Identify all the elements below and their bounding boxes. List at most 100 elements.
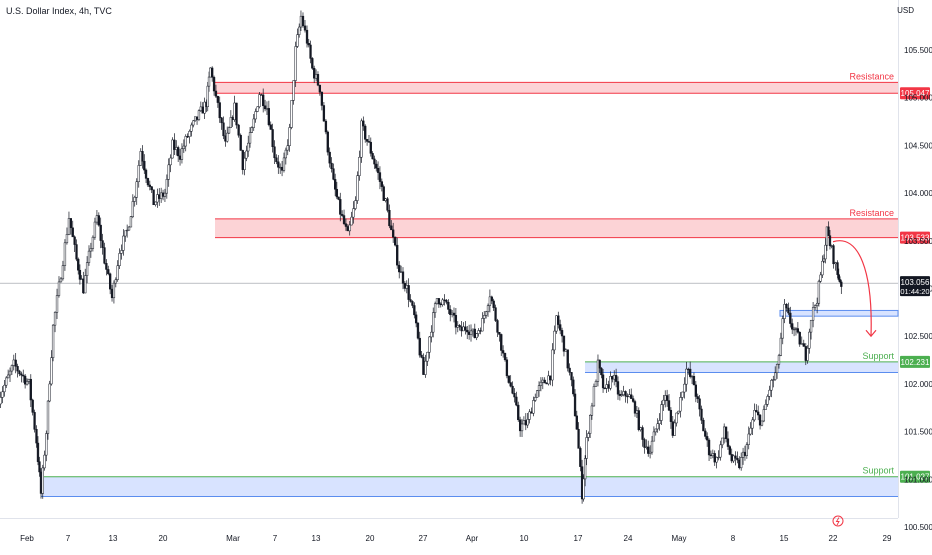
candle-body	[694, 384, 697, 397]
x-tick-label: 10	[520, 534, 529, 543]
candle-body	[696, 396, 699, 400]
candle-body	[441, 299, 444, 306]
candle-body	[460, 326, 463, 332]
candle-body	[143, 160, 146, 171]
candle-body	[27, 378, 31, 382]
candle-body	[757, 411, 760, 416]
candle-body	[777, 355, 781, 365]
zone-price-tag	[900, 470, 930, 483]
candle-body	[275, 157, 278, 163]
candle-body	[194, 116, 197, 122]
candle-body	[827, 226, 830, 236]
candle-body	[332, 168, 335, 180]
zone-label: Resistance	[849, 208, 894, 218]
x-tick-label: 7	[66, 534, 71, 543]
candle-body	[326, 131, 329, 153]
candle-body	[545, 382, 548, 385]
candle-body	[513, 393, 516, 398]
candle-body	[808, 331, 811, 349]
candle-body	[414, 314, 418, 324]
candle-body	[494, 307, 497, 321]
candle-body	[1, 391, 4, 398]
candle-body	[313, 68, 316, 79]
candle-body	[371, 153, 374, 160]
candle-body	[207, 76, 211, 87]
candle-body	[420, 354, 423, 358]
y-tick-label: 105.000	[904, 94, 932, 103]
candle-body	[375, 163, 378, 169]
candle-body	[296, 34, 299, 47]
candle-body	[43, 454, 46, 469]
candle-body	[316, 74, 320, 86]
x-tick-label: 20	[159, 534, 168, 543]
candle-body	[53, 311, 57, 326]
candle-body	[732, 455, 735, 462]
candle-body	[609, 376, 612, 389]
candle-body	[245, 150, 248, 159]
candle-body	[334, 179, 337, 190]
candle-body	[305, 29, 309, 44]
candle-body	[160, 192, 163, 199]
candle-body	[99, 224, 102, 241]
candle-body	[685, 368, 688, 385]
y-tick-label: 105.500	[904, 46, 932, 55]
candle-body	[543, 379, 546, 384]
candle-body	[745, 444, 748, 456]
candle-body	[730, 454, 733, 462]
candle-body	[294, 46, 297, 81]
candle-body	[590, 405, 594, 416]
candle-body	[237, 124, 240, 136]
candle-body	[233, 102, 236, 120]
candle-body	[662, 399, 665, 405]
candle-body	[209, 67, 212, 78]
candle-body	[405, 285, 408, 289]
candle-body	[721, 437, 724, 446]
candle-body	[29, 378, 32, 401]
candle-body	[454, 315, 458, 328]
candle-body	[356, 175, 359, 201]
zone-price-tag-text: 103.533	[901, 234, 930, 243]
candle-body	[248, 132, 252, 144]
event-flag-icon	[832, 515, 844, 527]
candle-body	[800, 343, 803, 345]
candle-body	[367, 141, 371, 143]
candle-body	[298, 26, 301, 35]
x-tick-label: 22	[829, 534, 838, 543]
candle-body	[3, 384, 6, 393]
candle-body	[715, 457, 718, 463]
candle-body	[755, 410, 758, 413]
chart-title: U.S. Dollar Index, 4h, TVC	[6, 6, 112, 16]
candle-body	[55, 295, 59, 313]
candle-body	[6, 374, 10, 379]
last-price-text: 103.056	[901, 278, 930, 287]
candle-body	[607, 384, 610, 389]
candle-body	[141, 151, 144, 162]
candle-body	[681, 391, 684, 398]
candle-body	[222, 122, 225, 137]
candle-body	[583, 458, 587, 480]
candle-body	[620, 394, 623, 396]
candle-body	[600, 367, 603, 376]
candle-body	[481, 318, 484, 332]
candle-body	[337, 196, 340, 200]
candle-body	[518, 419, 522, 432]
candle-body	[551, 349, 554, 381]
candle-body	[197, 110, 201, 120]
candle-body	[658, 420, 661, 424]
minor-support-zone	[779, 309, 899, 317]
x-tick-label: 15	[780, 534, 789, 543]
candle-body	[747, 433, 750, 445]
candle-body	[698, 398, 701, 410]
projection-arrow	[832, 240, 872, 337]
zone-support-3	[41, 476, 898, 497]
candle-body	[475, 333, 478, 339]
candle-body	[589, 415, 592, 434]
candle-body	[262, 94, 265, 107]
candle-body	[299, 15, 303, 28]
candle-body	[443, 299, 446, 301]
candle-body	[613, 375, 616, 380]
candle-body	[456, 325, 459, 328]
candle-body	[267, 108, 271, 126]
